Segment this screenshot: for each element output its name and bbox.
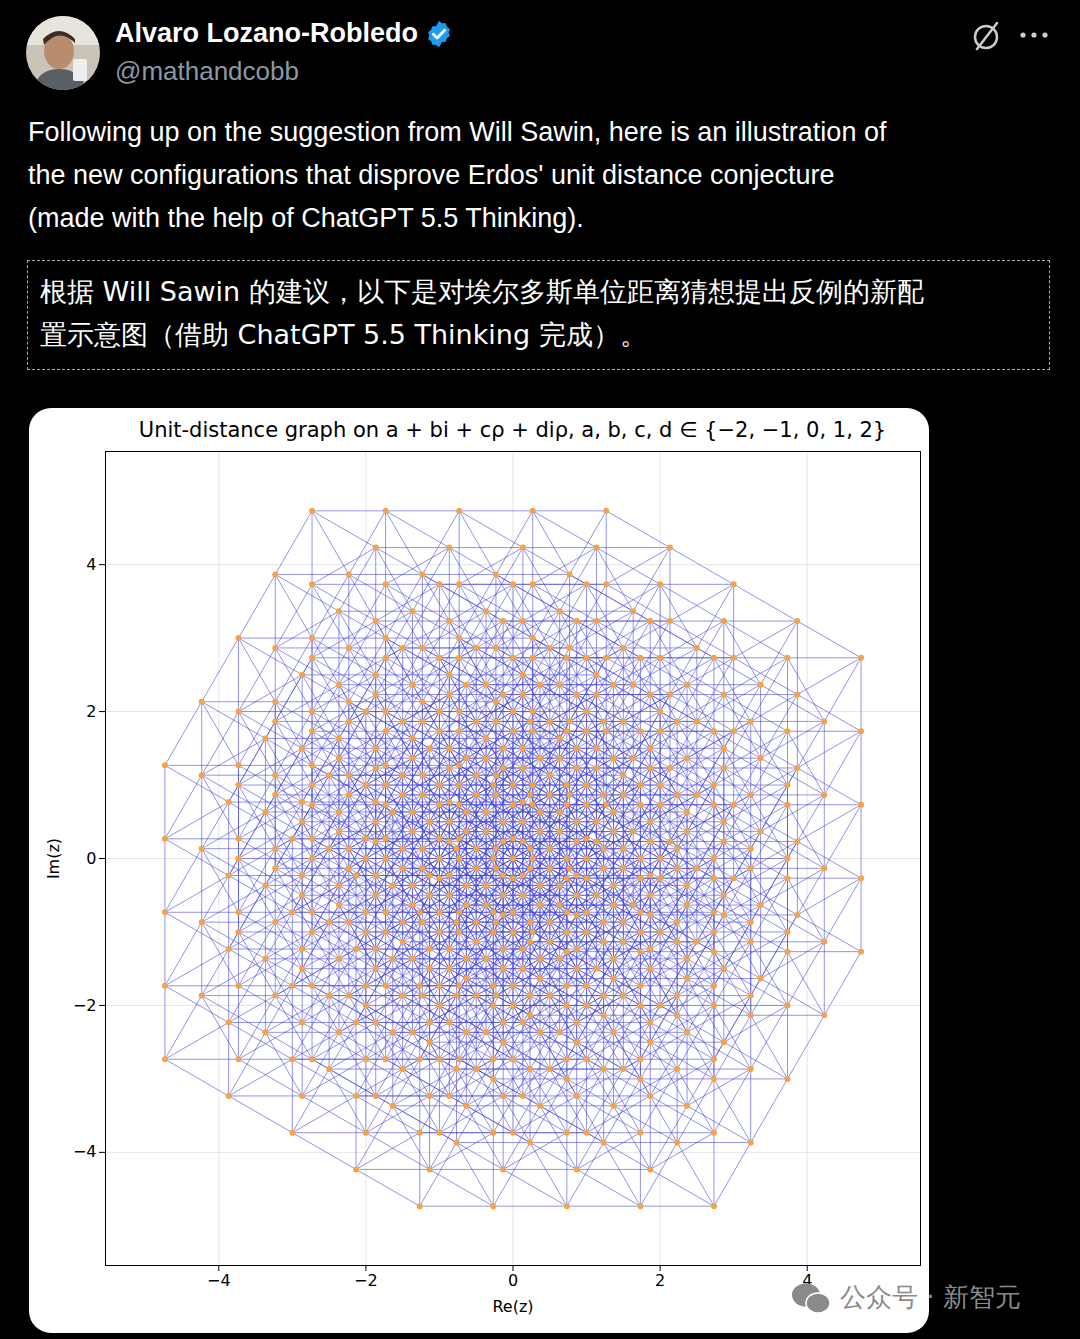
- svg-text:Im(z): Im(z): [44, 838, 63, 879]
- html-text:Following up on the suggestion: Following up on the suggestion from Will…: [28, 117, 887, 147]
- svg-text:2: 2: [86, 702, 96, 721]
- svg-text:Re(z): Re(z): [492, 1297, 533, 1316]
- html-text:(made with the help of ChatGPT: (made with the help of ChatGPT 5.5 Think…: [28, 203, 584, 233]
- svg-text:4: 4: [802, 1270, 813, 1290]
- svg-text:−4: −4: [207, 1271, 231, 1290]
- svg-text:2: 2: [655, 1271, 665, 1290]
- svg-text:−2: −2: [354, 1271, 378, 1290]
- svg-text:4: 4: [86, 555, 96, 574]
- svg-text:0: 0: [86, 849, 96, 868]
- svg-text:0: 0: [508, 1271, 518, 1290]
- html-text:Unit-distance graph on a + bi: Unit-distance graph on a + bi + cρ + diρ…: [138, 418, 887, 442]
- html-text:Alvaro Lozano-Robledo: Alvaro Lozano-Robledo: [115, 18, 418, 48]
- html-text:@mathandcobb: @mathandcobb: [115, 56, 299, 86]
- html-text:根据 Will Sawin 的建议，以下是对埃尔多斯单位距离: 根据 Will Sawin 的建议，以下是对埃尔多斯单位距离猜想提出反例的新配: [40, 276, 924, 307]
- html-text:the new configurations that di: the new configurations that disprove Erd…: [28, 160, 835, 190]
- svg-text:−2: −2: [73, 996, 97, 1015]
- html-text:置示意图（借助 ChatGPT 5.5 Thinking 完: 置示意图（借助 ChatGPT 5.5 Thinking 完成）。: [40, 319, 647, 350]
- html-text:公众号 · 新智元: 公众号 · 新智元: [840, 1282, 1021, 1312]
- svg-text:−4: −4: [73, 1142, 97, 1161]
